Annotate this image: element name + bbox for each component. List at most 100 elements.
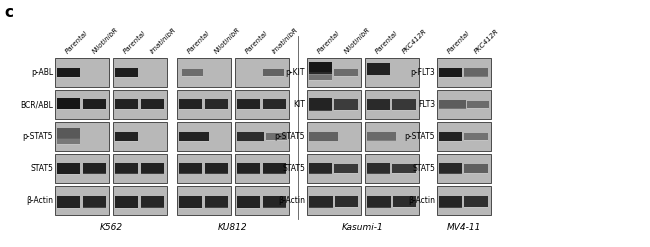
Bar bbox=[439, 132, 462, 141]
Bar bbox=[115, 132, 138, 141]
Bar bbox=[365, 154, 419, 183]
Bar bbox=[266, 140, 287, 141]
Bar bbox=[113, 90, 167, 119]
Bar bbox=[235, 122, 289, 151]
Bar bbox=[83, 163, 107, 174]
Bar bbox=[367, 207, 391, 208]
Bar bbox=[237, 196, 261, 208]
Bar bbox=[439, 77, 462, 78]
Text: p-STAT5: p-STAT5 bbox=[274, 132, 305, 141]
Bar bbox=[307, 186, 361, 215]
Text: Parental: Parental bbox=[64, 30, 89, 55]
Bar bbox=[367, 173, 391, 174]
Bar bbox=[237, 163, 261, 174]
Bar bbox=[177, 154, 231, 183]
Bar bbox=[177, 122, 231, 151]
Bar bbox=[464, 140, 488, 141]
Text: MV4-11: MV4-11 bbox=[447, 223, 481, 232]
Bar bbox=[235, 58, 289, 87]
Text: STAT5: STAT5 bbox=[282, 164, 305, 173]
Bar bbox=[365, 122, 419, 151]
Bar bbox=[237, 173, 261, 174]
Bar bbox=[113, 186, 167, 215]
Bar bbox=[365, 90, 419, 119]
Bar bbox=[464, 68, 488, 77]
Bar bbox=[367, 63, 391, 75]
Bar bbox=[140, 99, 164, 109]
Bar bbox=[57, 68, 81, 77]
Bar bbox=[55, 122, 109, 151]
Bar bbox=[115, 77, 138, 78]
Bar bbox=[307, 58, 361, 87]
Bar bbox=[57, 196, 81, 208]
Bar bbox=[183, 76, 203, 77]
Bar bbox=[309, 207, 333, 208]
Bar bbox=[334, 173, 358, 174]
Bar bbox=[55, 58, 109, 87]
Bar bbox=[83, 99, 107, 109]
Bar bbox=[334, 76, 358, 77]
Bar bbox=[115, 109, 138, 110]
Bar bbox=[57, 174, 81, 175]
Bar bbox=[179, 196, 202, 208]
Bar bbox=[113, 154, 167, 183]
Bar bbox=[57, 77, 81, 78]
Bar bbox=[439, 141, 462, 142]
Text: Parental: Parental bbox=[187, 30, 211, 55]
Bar bbox=[392, 164, 416, 173]
Bar bbox=[115, 173, 138, 174]
Bar bbox=[205, 109, 228, 110]
Bar bbox=[437, 90, 491, 119]
Bar bbox=[309, 72, 332, 80]
Bar bbox=[113, 58, 167, 87]
Bar bbox=[205, 99, 228, 109]
Bar bbox=[309, 173, 332, 174]
Bar bbox=[367, 163, 391, 174]
Bar bbox=[179, 173, 202, 174]
Bar bbox=[177, 90, 231, 119]
Bar bbox=[235, 186, 289, 215]
Bar bbox=[263, 109, 286, 110]
Bar bbox=[439, 68, 462, 77]
Text: β-Actin: β-Actin bbox=[26, 196, 53, 205]
Text: PKC412R: PKC412R bbox=[473, 28, 500, 55]
Text: FLT3: FLT3 bbox=[418, 100, 435, 109]
Bar bbox=[393, 196, 416, 207]
Bar bbox=[83, 196, 107, 208]
Text: K562: K562 bbox=[99, 223, 123, 232]
Bar bbox=[235, 154, 289, 183]
Bar bbox=[83, 109, 107, 110]
Bar bbox=[179, 109, 202, 110]
Bar bbox=[439, 101, 466, 109]
Bar bbox=[140, 163, 164, 174]
Bar bbox=[83, 207, 107, 208]
Bar bbox=[334, 69, 358, 76]
Bar bbox=[464, 207, 488, 208]
Bar bbox=[365, 58, 419, 87]
Text: ImatinibR: ImatinibR bbox=[150, 27, 177, 55]
Bar bbox=[57, 138, 81, 139]
Bar bbox=[237, 132, 264, 141]
Bar bbox=[464, 196, 488, 207]
Bar bbox=[205, 163, 228, 174]
Bar bbox=[309, 98, 332, 111]
Bar bbox=[263, 207, 286, 208]
Bar bbox=[266, 133, 287, 140]
Bar bbox=[307, 90, 361, 119]
Bar bbox=[55, 186, 109, 215]
Text: Parental: Parental bbox=[122, 30, 147, 55]
Text: Kasumi-1: Kasumi-1 bbox=[342, 223, 384, 232]
Bar bbox=[140, 109, 164, 110]
Text: KU812: KU812 bbox=[218, 223, 248, 232]
Bar bbox=[115, 99, 138, 109]
Bar bbox=[115, 163, 138, 174]
Text: p-STAT5: p-STAT5 bbox=[404, 132, 435, 141]
Bar bbox=[57, 127, 81, 139]
Text: ImatinibR: ImatinibR bbox=[271, 27, 300, 55]
Bar bbox=[177, 58, 231, 87]
Bar bbox=[179, 99, 202, 109]
Bar bbox=[179, 163, 202, 174]
Text: Parental: Parental bbox=[374, 30, 399, 55]
Bar bbox=[335, 207, 358, 208]
Bar bbox=[335, 196, 358, 207]
